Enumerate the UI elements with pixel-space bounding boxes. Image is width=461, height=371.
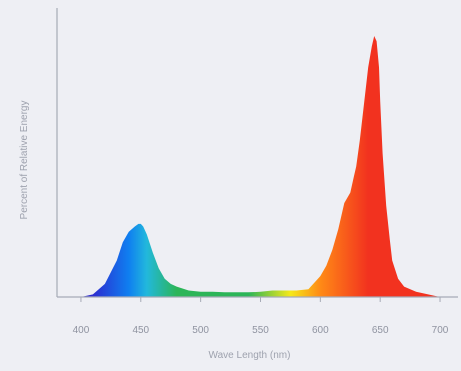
x-tick-label: 600 [312, 325, 329, 336]
x-tick-label: 400 [73, 325, 90, 336]
x-tick-label: 550 [252, 325, 269, 336]
x-tick-label: 650 [372, 325, 389, 336]
spectrum-area [80, 36, 441, 297]
x-tick-label: 700 [432, 325, 449, 336]
x-axis-ticks: 400 450 500 550 600 650 700 [73, 297, 449, 336]
x-axis-label: Wave Length (nm) [209, 350, 291, 361]
x-tick-label: 500 [192, 325, 209, 336]
x-tick-label: 450 [132, 325, 149, 336]
y-axis-label: Percent of Relative Energy [19, 101, 30, 220]
